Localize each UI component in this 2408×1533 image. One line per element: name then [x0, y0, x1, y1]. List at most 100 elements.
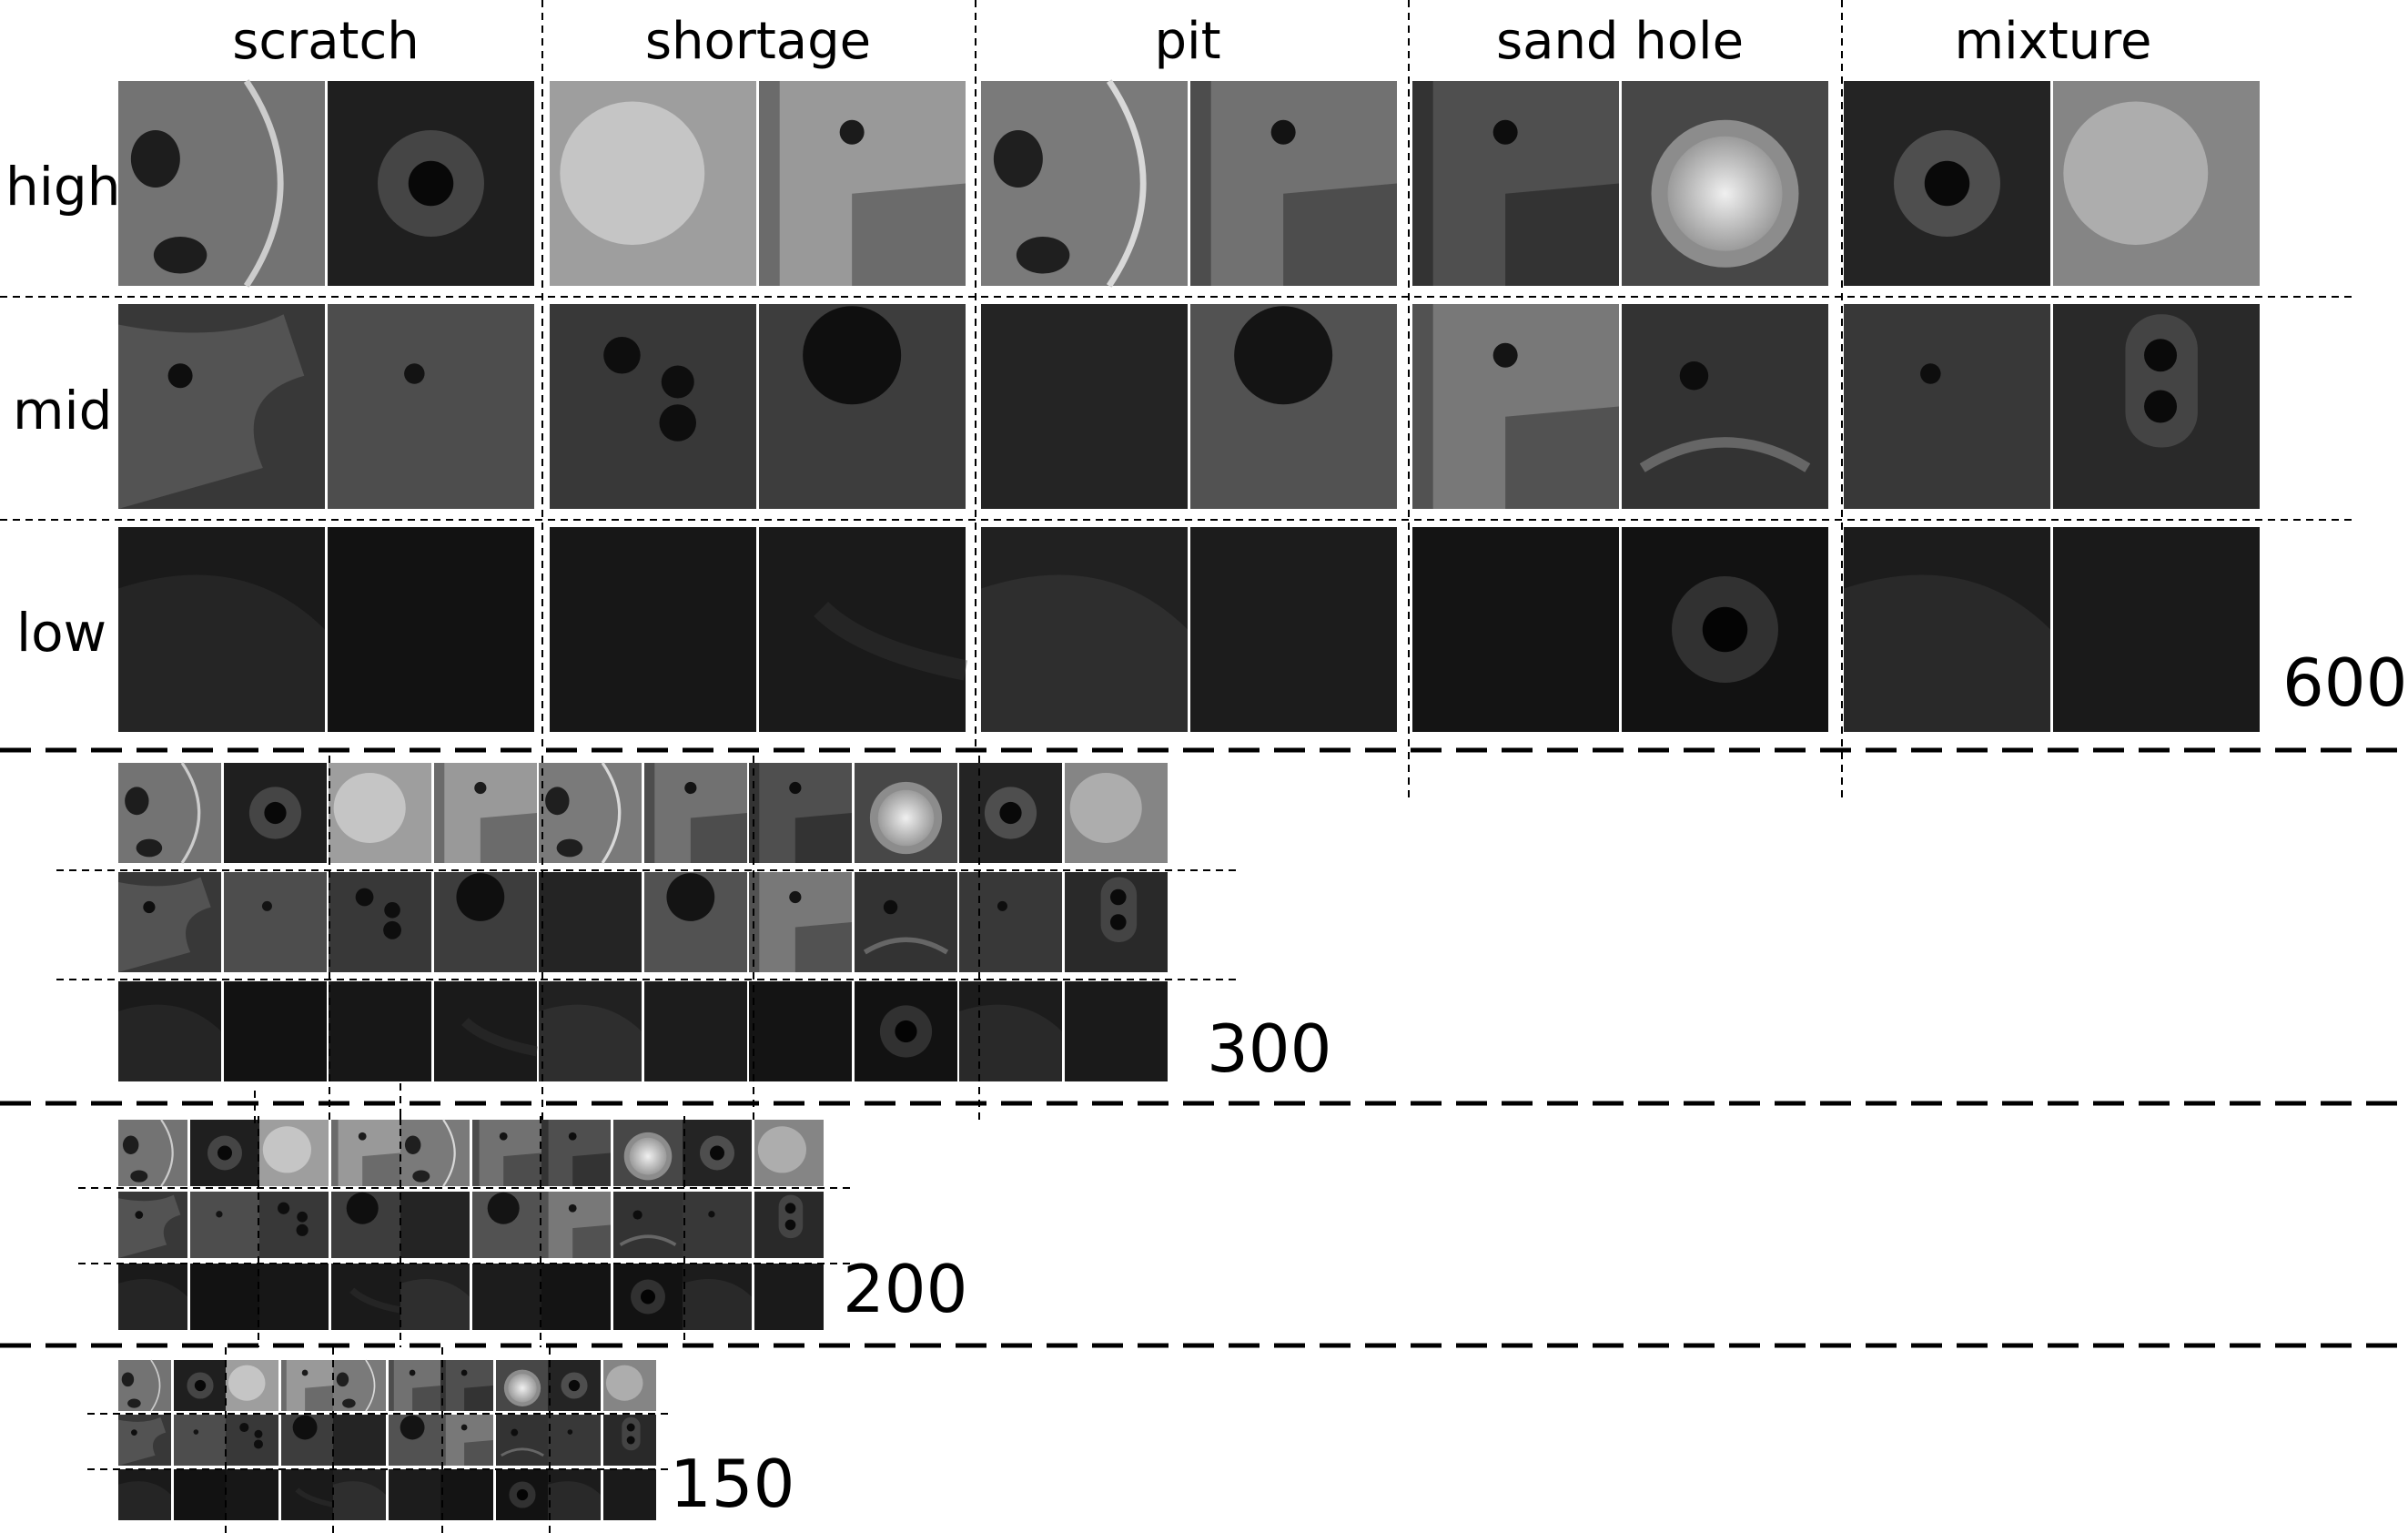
defect-image-600-0-0-0: [118, 79, 325, 288]
defect-image-150-4-2-1: [603, 1469, 656, 1520]
defect-image-200-3-0-1: [613, 1120, 683, 1186]
defect-image-150-3-2-1: [496, 1469, 549, 1520]
column-header-shortage: shortage: [644, 12, 872, 71]
defect-image-200-0-0-1: [190, 1120, 259, 1186]
defect-image-300-3-1-1: [855, 872, 957, 972]
defect-image-150-3-2-0: [440, 1469, 493, 1520]
defect-image-600-0-1-1: [328, 304, 534, 509]
defect-image-300-4-0-0: [959, 763, 1062, 863]
defect-image-600-4-1-1: [2053, 304, 2260, 509]
column-header-sand-hole: sand hole: [1495, 12, 1745, 71]
defect-image-150-4-1-0: [548, 1415, 601, 1466]
resolution-label-200: 200: [843, 1251, 968, 1327]
resolution-label-300: 300: [1207, 1010, 1332, 1087]
defect-image-300-0-0-1: [224, 763, 327, 863]
defect-image-300-4-2-1: [1065, 981, 1168, 1081]
defect-image-600-0-2-1: [328, 527, 534, 732]
defect-image-200-0-1-1: [190, 1192, 259, 1258]
defect-image-200-0-2-0: [118, 1264, 187, 1330]
column-header-mixture: mixture: [1954, 12, 2152, 71]
defect-image-200-1-2-0: [259, 1264, 329, 1330]
defect-image-300-1-1-1: [434, 872, 537, 972]
defect-image-150-3-0-0: [440, 1360, 493, 1411]
defect-image-150-3-1-0: [440, 1415, 493, 1466]
defect-image-150-2-1-0: [333, 1415, 386, 1466]
defect-image-200-2-2-1: [472, 1264, 541, 1330]
defect-image-300-3-0-0: [749, 763, 852, 863]
defect-image-600-1-2-0: [550, 527, 756, 732]
defect-image-150-3-0-1: [496, 1360, 549, 1411]
defect-image-200-3-2-1: [613, 1264, 683, 1330]
defect-image-600-2-1-1: [1190, 304, 1397, 509]
defect-image-600-3-1-1: [1622, 304, 1828, 509]
defect-image-600-4-0-0: [1844, 81, 2050, 286]
defect-image-600-3-2-0: [1412, 527, 1619, 732]
tiles-layer: [118, 79, 2260, 1520]
defect-image-300-4-1-0: [959, 872, 1062, 972]
defect-image-150-1-0-0: [226, 1360, 278, 1411]
defect-image-150-0-0-1: [174, 1360, 227, 1411]
defect-image-300-4-1-1: [1065, 872, 1168, 972]
defect-image-300-0-1-0: [118, 872, 221, 972]
defect-image-150-1-2-1: [281, 1469, 335, 1520]
defect-image-300-2-2-0: [539, 981, 642, 1081]
defect-image-200-3-2-0: [541, 1264, 611, 1330]
defect-image-150-4-2-0: [548, 1469, 601, 1520]
defect-image-300-3-2-0: [749, 981, 852, 1081]
defect-image-200-1-2-1: [331, 1264, 401, 1330]
defect-image-200-4-2-1: [754, 1264, 824, 1330]
defect-image-200-1-0-1: [331, 1120, 400, 1186]
defect-image-200-3-0-0: [541, 1120, 611, 1186]
defect-image-300-1-2-1: [434, 981, 539, 1081]
row-label-mid: mid: [13, 380, 113, 442]
defect-image-600-3-0-0: [1412, 81, 1619, 286]
defect-image-200-2-1-0: [400, 1192, 470, 1258]
defect-image-300-2-1-1: [644, 872, 747, 972]
defect-image-150-2-2-0: [333, 1469, 386, 1520]
defect-image-150-1-1-1: [281, 1415, 334, 1466]
defect-image-600-2-0-0: [981, 79, 1188, 288]
defect-image-150-2-1-1: [389, 1415, 441, 1466]
defect-image-600-0-1-0: [118, 304, 325, 509]
defect-image-600-2-2-0: [981, 527, 1188, 732]
defect-image-300-0-1-1: [224, 872, 327, 972]
defect-image-150-2-0-0: [333, 1359, 386, 1412]
defect-image-300-3-2-1: [855, 981, 957, 1081]
defect-image-150-0-2-0: [118, 1469, 171, 1520]
defect-image-150-3-1-1: [496, 1415, 549, 1466]
defect-image-200-2-2-0: [400, 1264, 470, 1330]
defect-image-600-4-2-0: [1844, 527, 2050, 732]
defect-image-600-4-0-1: [2053, 81, 2260, 286]
resolution-label-600: 600: [2282, 645, 2408, 721]
defect-image-600-2-2-1: [1190, 527, 1397, 732]
defect-image-600-0-0-1: [328, 81, 534, 286]
defect-image-150-0-1-1: [174, 1415, 227, 1466]
defect-image-300-1-2-0: [329, 981, 431, 1081]
defect-image-600-4-2-1: [2053, 527, 2260, 732]
defect-image-300-1-0-1: [434, 763, 537, 863]
defect-image-600-2-0-1: [1190, 81, 1397, 286]
defect-image-300-3-0-1: [855, 763, 957, 863]
defect-image-200-4-0-0: [683, 1120, 752, 1186]
defect-image-300-2-2-1: [644, 981, 747, 1081]
defect-image-600-1-0-0: [550, 81, 756, 286]
defect-image-300-0-0-0: [118, 762, 221, 864]
defect-image-600-0-2-0: [118, 527, 325, 732]
defect-image-150-4-0-1: [603, 1360, 656, 1411]
defect-image-150-0-1-0: [118, 1415, 171, 1466]
defect-image-200-0-0-0: [118, 1119, 187, 1187]
defect-image-150-2-2-1: [389, 1469, 441, 1520]
defect-image-200-0-1-0: [118, 1192, 187, 1258]
defect-image-300-4-0-1: [1065, 763, 1168, 863]
row-label-high: high: [5, 156, 121, 218]
column-header-pit: pit: [1154, 12, 1221, 71]
defect-image-300-4-2-0: [959, 981, 1062, 1081]
defect-image-300-2-1-0: [539, 872, 642, 972]
row-label-low: low: [16, 602, 107, 664]
defect-image-600-3-2-1: [1622, 527, 1828, 732]
defect-image-300-1-0-0: [329, 763, 431, 863]
defect-image-200-0-2-1: [190, 1264, 259, 1330]
defect-image-200-4-1-1: [754, 1192, 824, 1258]
